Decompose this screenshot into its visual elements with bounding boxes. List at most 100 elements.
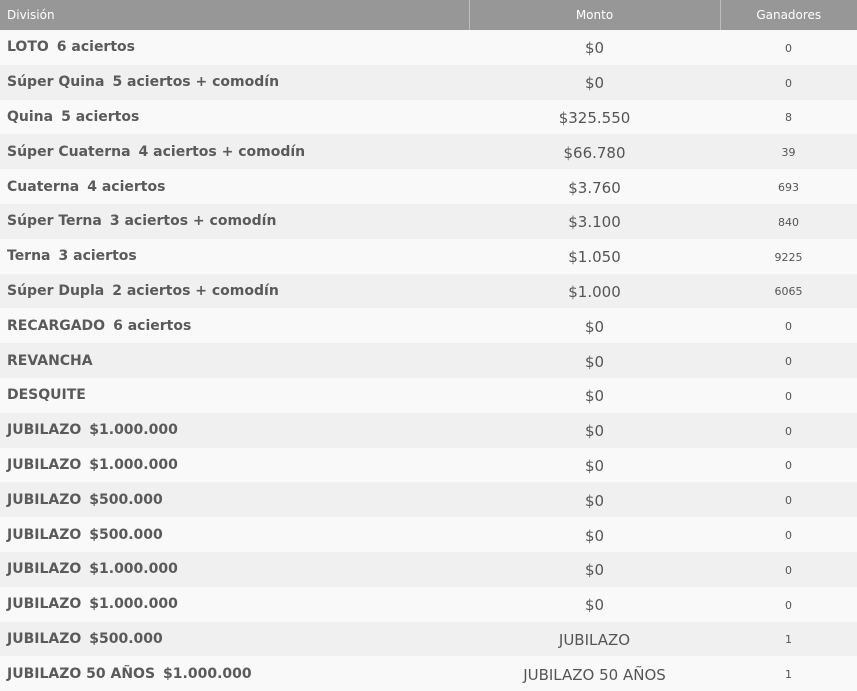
division-cell: JUBILAZO $500.000: [0, 482, 469, 517]
division-detail: 3 aciertos: [58, 248, 137, 265]
monto-cell: $0: [584, 352, 605, 371]
division-cell: JUBILAZO $1.000.000: [0, 413, 469, 448]
monto-cell: $0: [584, 317, 605, 336]
division-cell: JUBILAZO $500.000: [0, 517, 469, 552]
division-detail: $500.000: [89, 630, 163, 647]
monto-cell: $0: [584, 387, 605, 406]
table-row: JUBILAZO $1.000.000 $0 0: [0, 412, 857, 448]
monto-cell: $0: [584, 491, 605, 510]
table-row: JUBILAZO $1.000.000 $0 0: [0, 586, 857, 622]
division-cell: Súper Quina 5 aciertos + comodín: [0, 65, 469, 100]
division-name: REVANCHA: [7, 352, 93, 369]
monto-cell: $325.550: [558, 108, 631, 127]
division-name: JUBILAZO: [7, 456, 82, 473]
division-detail: $1.000.000: [89, 596, 178, 613]
table-row: Súper Cuaterna 4 aciertos + comodín $66.78…: [0, 134, 857, 170]
ganadores-cell: 693: [778, 181, 799, 195]
division-detail: 5 aciertos + comodín: [112, 74, 280, 91]
division-name: RECARGADO: [7, 317, 106, 334]
division-cell: Súper Dupla 2 aciertos + comodín: [0, 274, 469, 309]
division-cell: DESQUITE: [0, 378, 469, 413]
ganadores-cell: 0: [785, 76, 792, 90]
division-detail: $1.000.000: [89, 422, 178, 439]
division-cell: JUBILAZO $1.000.000: [0, 552, 469, 587]
table-row: Terna 3 aciertos $1.050 9225: [0, 238, 857, 274]
division-cell: Súper Terna 3 aciertos + comodín: [0, 204, 469, 239]
monto-cell: $0: [584, 456, 605, 475]
monto-cell: $1.000: [568, 282, 621, 301]
division-detail: 6 aciertos: [56, 39, 135, 56]
table-row: REVANCHA $0 0: [0, 343, 857, 378]
header-division: División: [0, 0, 470, 30]
division-cell: JUBILAZO $1.000.000: [0, 448, 469, 483]
division-detail: $500.000: [89, 491, 163, 508]
ganadores-cell: 39: [781, 146, 796, 160]
table-row: Quina 5 aciertos $325.550 8: [0, 99, 857, 135]
ganadores-cell: 0: [785, 529, 792, 543]
monto-cell: $3.100: [568, 213, 621, 232]
table-row: Súper Quina 5 aciertos + comodín $0 0: [0, 64, 857, 100]
monto-cell: $0: [584, 561, 605, 580]
division-detail: 4 aciertos: [87, 178, 166, 195]
table-row: JUBILAZO $1.000.000 $0 0: [0, 551, 857, 587]
division-cell: LOTO 6 aciertos: [0, 30, 469, 65]
division-cell: RECARGADO 6 aciertos: [0, 308, 469, 343]
division-name: Súper Quina: [7, 74, 105, 91]
division-detail: $1.000.000: [163, 665, 252, 682]
ganadores-cell: 840: [778, 215, 799, 229]
table-row: JUBILAZO $500.000 $0 0: [0, 517, 857, 552]
division-name: Terna: [7, 248, 51, 265]
division-detail: $500.000: [89, 526, 163, 543]
division-name: LOTO: [7, 39, 49, 56]
ganadores-cell: 0: [785, 41, 792, 55]
ganadores-cell: 8: [785, 111, 792, 125]
division-cell: Cuaterna 4 aciertos: [0, 169, 469, 204]
monto-cell: JUBILAZO: [558, 630, 631, 649]
table-row: DESQUITE $0 0: [0, 377, 857, 413]
division-detail: 6 aciertos: [113, 317, 192, 334]
table-header-row: División Monto Ganadores: [0, 0, 857, 30]
table-row: JUBILAZO 50 AÑOS $1.000.000 JUBILAZO 50 AÑ…: [0, 656, 857, 691]
division-detail: $1.000.000: [89, 561, 178, 578]
division-cell: JUBILAZO $1.000.000: [0, 587, 469, 622]
monto-cell: $0: [584, 422, 605, 441]
division-cell: JUBILAZO 50 AÑOS $1.000.000: [0, 656, 469, 691]
ganadores-cell: 0: [785, 563, 792, 577]
division-cell: Terna 3 aciertos: [0, 239, 469, 274]
monto-cell: $0: [584, 526, 605, 545]
division-cell: REVANCHA: [0, 343, 469, 378]
monto-cell: $0: [584, 39, 605, 58]
ganadores-cell: 0: [785, 320, 792, 334]
table-row: Cuaterna 4 aciertos $3.760 693: [0, 169, 857, 204]
ganadores-cell: 1: [785, 633, 792, 647]
ganadores-cell: 0: [785, 355, 792, 369]
table-row: Súper Dupla 2 aciertos + comodín $1.000 606…: [0, 273, 857, 309]
division-name: JUBILAZO: [7, 561, 82, 578]
table-row: JUBILAZO $500.000 JUBILAZO 1: [0, 621, 857, 657]
division-cell: Súper Cuaterna 4 aciertos + comodín: [0, 134, 469, 169]
ganadores-cell: 0: [785, 598, 792, 612]
ganadores-cell: 6065: [774, 285, 803, 299]
division-name: JUBILAZO: [7, 526, 82, 543]
monto-cell: JUBILAZO 50 AÑOS: [523, 665, 666, 684]
ganadores-cell: 0: [785, 494, 792, 508]
monto-cell: $3.760: [568, 178, 621, 197]
division-name: Cuaterna: [7, 178, 80, 195]
monto-cell: $1.050: [568, 248, 621, 267]
division-name: JUBILAZO: [7, 596, 82, 613]
ganadores-cell: 0: [785, 424, 792, 438]
table-row: Súper Terna 3 aciertos + comodín $3.100 840: [0, 203, 857, 239]
division-name: JUBILAZO 50 AÑOS: [7, 665, 156, 682]
header-ganadores: Ganadores: [720, 0, 857, 30]
table-row: LOTO 6 aciertos $0 0: [0, 30, 857, 65]
table-row: RECARGADO 6 aciertos $0 0: [0, 308, 857, 344]
ganadores-cell: 0: [785, 459, 792, 473]
monto-cell: $0: [584, 596, 605, 615]
table-row: JUBILAZO $500.000 $0 0: [0, 482, 857, 518]
division-name: JUBILAZO: [7, 630, 82, 647]
ganadores-cell: 1: [785, 668, 792, 682]
division-detail: 4 aciertos + comodín: [138, 143, 306, 160]
division-name: JUBILAZO: [7, 491, 82, 508]
division-cell: Quina 5 aciertos: [0, 100, 469, 135]
monto-cell: $66.780: [563, 143, 626, 162]
